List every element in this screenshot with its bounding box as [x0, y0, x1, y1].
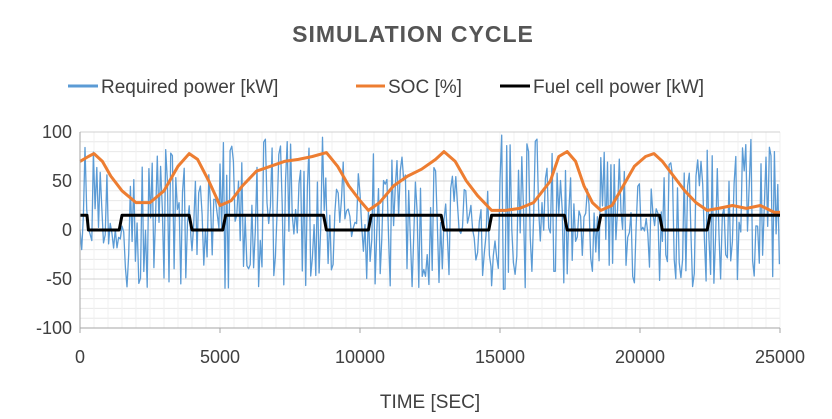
y-tick-label: 0	[62, 220, 72, 240]
x-tick-label: 10000	[335, 347, 385, 367]
y-tick-label: -100	[36, 318, 72, 338]
x-axis-title: TIME [SEC]	[380, 392, 480, 413]
legend: Required power [kW] SOC [%] Fuel cell po…	[68, 77, 704, 98]
legend-label-soc: SOC [%]	[388, 77, 462, 98]
y-tick-label: 100	[42, 122, 72, 142]
x-tick-label: 15000	[475, 347, 525, 367]
series-line-soc	[79, 150, 780, 214]
series-layer	[79, 134, 781, 290]
legend-label-required-power: Required power [kW]	[101, 77, 278, 98]
legend-label-fuel-cell-power: Fuel cell power [kW]	[533, 77, 704, 98]
chart-title: SIMULATION CYCLE	[292, 21, 534, 47]
y-tick-label: -50	[46, 269, 72, 289]
x-tick-label: 5000	[200, 347, 240, 367]
series-line-fuel-cell-power	[80, 213, 780, 232]
x-tick-label: 20000	[615, 347, 665, 367]
y-tick-label: 50	[52, 171, 72, 191]
x-tick-label: 25000	[755, 347, 805, 367]
x-tick-label: 0	[75, 347, 85, 367]
